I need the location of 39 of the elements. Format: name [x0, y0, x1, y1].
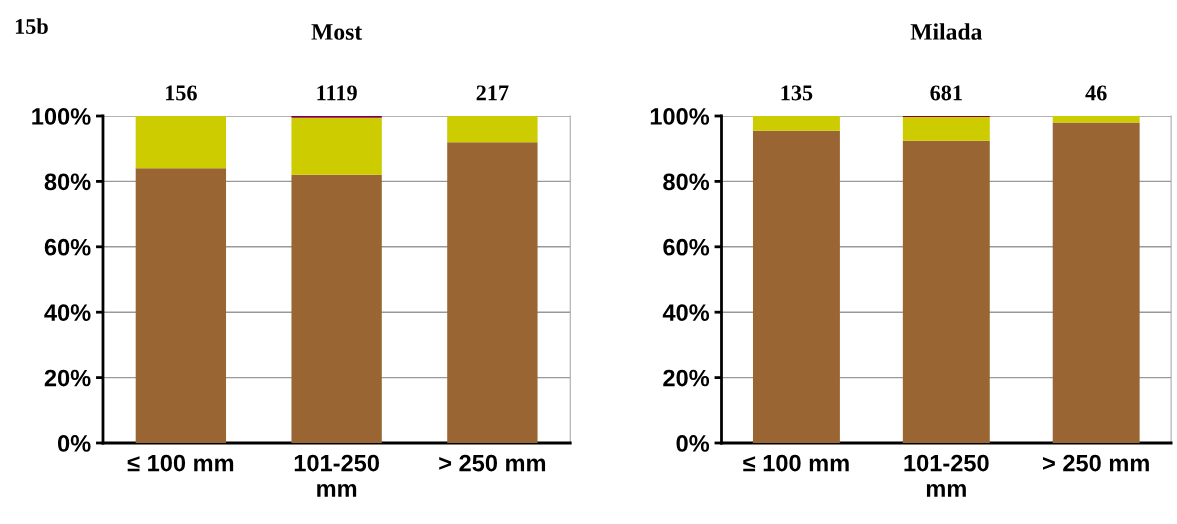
x-tick-label: > 250 mm	[439, 454, 546, 472]
bar	[1052, 116, 1140, 123]
bar	[447, 116, 538, 143]
annotation: 217	[476, 85, 509, 101]
annotation: 135	[781, 85, 813, 101]
bar	[135, 116, 227, 169]
y-tick-label: 20%	[44, 369, 91, 387]
chart-title: Milada	[910, 23, 983, 40]
bar	[135, 168, 227, 443]
y-tick-label: 0%	[676, 435, 710, 452]
bar	[291, 117, 382, 175]
y-tick-label: 40%	[662, 304, 710, 321]
bar	[902, 116, 990, 141]
y-tick-label: 80%	[663, 173, 710, 191]
x-tick-label: ≤ 100 mm	[127, 454, 234, 472]
bar	[752, 130, 840, 443]
annotation: 46	[1085, 85, 1107, 101]
bar	[752, 116, 840, 131]
annotation: 1119	[317, 85, 357, 101]
bar	[902, 140, 990, 443]
annotation: 156	[165, 85, 197, 101]
y-tick-label: 80%	[44, 173, 91, 191]
y-tick-label: 40%	[44, 304, 91, 321]
bar	[1052, 122, 1140, 443]
y-tick-label: 60%	[44, 238, 91, 256]
bar	[291, 174, 382, 443]
y-tick-label: 60%	[663, 238, 710, 256]
y-tick-label: 0%	[57, 435, 91, 452]
x-tick-label: > 250 mm	[1043, 454, 1149, 472]
x-tick-label: 101-250 mm	[294, 454, 379, 497]
y-tick-label: 20%	[663, 369, 710, 387]
y-tick-label: 100%	[32, 108, 91, 125]
text: 15b	[15, 18, 48, 34]
chart-title: Most	[311, 24, 363, 40]
bar	[447, 142, 538, 443]
y-tick-label: 100%	[650, 108, 710, 125]
x-tick-label: ≤ 100 mm	[743, 454, 849, 472]
annotation: 681	[930, 85, 962, 101]
x-tick-label: 101-250 mm	[904, 454, 989, 497]
